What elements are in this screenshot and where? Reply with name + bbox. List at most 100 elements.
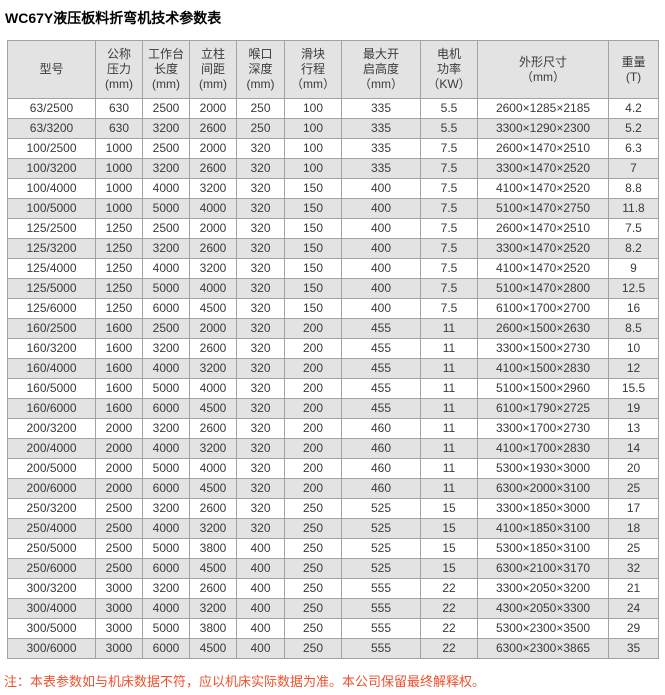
table-cell: 2500: [142, 98, 190, 119]
table-cell: 250: [284, 558, 342, 579]
table-row: 100/2500 1000 2500 2000 320 100 335 7.5 2600×147…: [7, 138, 659, 159]
table-cell: 2500: [142, 318, 190, 339]
table-cell: 630: [95, 98, 143, 119]
table-cell: 12: [608, 358, 659, 379]
table-cell: 100/4000: [7, 178, 96, 199]
table-cell: 2600: [189, 118, 237, 139]
table-cell: 320: [236, 278, 285, 299]
table-cell: 400: [236, 558, 285, 579]
table-cell: 555: [341, 578, 421, 599]
table-cell: 250: [236, 98, 285, 119]
table-cell: 150: [284, 258, 342, 279]
table-cell: 11: [420, 418, 478, 439]
table-cell: 15: [420, 498, 478, 519]
table-cell: 20: [608, 458, 659, 479]
table-cell: 100/2500: [7, 138, 96, 159]
table-cell: 525: [341, 498, 421, 519]
column-header: 滑块 行程 （mm）: [284, 40, 342, 99]
table-cell: 4000: [189, 458, 237, 479]
table-cell: 555: [341, 618, 421, 639]
table-cell: 250: [284, 518, 342, 539]
table-cell: 6100×1700×2700: [477, 298, 609, 319]
table-cell: 2000: [95, 458, 143, 479]
table-cell: 4500: [189, 638, 237, 659]
table-cell: 320: [236, 458, 285, 479]
table-cell: 125/6000: [7, 298, 96, 319]
table-cell: 125/2500: [7, 218, 96, 239]
table-cell: 6000: [142, 638, 190, 659]
table-cell: 4500: [189, 398, 237, 419]
table-cell: 7: [608, 158, 659, 179]
table-cell: 1250: [95, 278, 143, 299]
table-cell: 100: [284, 98, 342, 119]
table-cell: 1600: [95, 318, 143, 339]
table-cell: 4000: [189, 378, 237, 399]
table-cell: 5.5: [420, 118, 478, 139]
table-cell: 400: [341, 198, 421, 219]
table-cell: 16: [608, 298, 659, 319]
table-cell: 1000: [95, 158, 143, 179]
column-header: 公称 压力 (mm): [95, 40, 143, 99]
table-cell: 400: [236, 598, 285, 619]
table-cell: 35: [608, 638, 659, 659]
table-cell: 200: [284, 378, 342, 399]
table-row: 300/4000 3000 4000 3200 400 250 555 22 4300×2050…: [7, 598, 659, 619]
table-row: 125/2500 1250 2500 2000 320 150 400 7.5 2600×147…: [7, 218, 659, 239]
table-cell: 1250: [95, 218, 143, 239]
table-cell: 2500: [95, 558, 143, 579]
table-cell: 3200: [189, 518, 237, 539]
table-cell: 4000: [189, 198, 237, 219]
table-cell: 14: [608, 438, 659, 459]
table-cell: 5000: [142, 538, 190, 559]
table-cell: 1000: [95, 198, 143, 219]
table-cell: 1000: [95, 138, 143, 159]
table-cell: 1600: [95, 358, 143, 379]
table-cell: 320: [236, 138, 285, 159]
table-row: 250/3200 2500 3200 2600 320 250 525 15 3300×1850…: [7, 498, 659, 519]
table-cell: 8.8: [608, 178, 659, 199]
table-cell: 300/6000: [7, 638, 96, 659]
table-cell: 200: [284, 318, 342, 339]
table-row: 100/4000 1000 4000 3200 320 150 400 7.5 4100×147…: [7, 178, 659, 199]
table-cell: 13: [608, 418, 659, 439]
parameters-table: 型号 公称 压力 (mm) 工作台 长度 (mm) 立柱 间距 (mm) 喉口 深度 (mm) 滑块 行程（…: [7, 40, 659, 659]
table-cell: 4000: [142, 358, 190, 379]
table-cell: 6000: [142, 478, 190, 499]
table-cell: 2600: [189, 158, 237, 179]
table-cell: 150: [284, 198, 342, 219]
table-cell: 2600×1285×2185: [477, 98, 609, 119]
table-cell: 5300×1930×3000: [477, 458, 609, 479]
table-cell: 400: [341, 238, 421, 259]
table-cell: 160/2500: [7, 318, 96, 339]
table-cell: 200/3200: [7, 418, 96, 439]
table-cell: 7.5: [420, 298, 478, 319]
table-cell: 320: [236, 438, 285, 459]
table-cell: 7.5: [420, 278, 478, 299]
table-cell: 3300×1470×2520: [477, 238, 609, 259]
table-cell: 2000: [95, 478, 143, 499]
table-cell: 22: [420, 598, 478, 619]
table-cell: 200/4000: [7, 438, 96, 459]
table-cell: 555: [341, 638, 421, 659]
table-cell: 3000: [95, 638, 143, 659]
table-cell: 11: [420, 318, 478, 339]
table-cell: 250: [284, 638, 342, 659]
table-cell: 160/5000: [7, 378, 96, 399]
table-cell: 2000: [189, 98, 237, 119]
table-row: 300/5000 3000 5000 3800 400 250 555 22 5300×2300…: [7, 618, 659, 639]
table-cell: 3200: [189, 178, 237, 199]
table-cell: 250/6000: [7, 558, 96, 579]
table-row: 160/3200 1600 3200 2600 320 200 455 11 3300×1500…: [7, 338, 659, 359]
table-cell: 9: [608, 258, 659, 279]
table-cell: 7.5: [420, 238, 478, 259]
table-row: 300/3200 3000 3200 2600 400 250 555 22 3300×2050…: [7, 578, 659, 599]
table-cell: 8.2: [608, 238, 659, 259]
table-cell: 630: [95, 118, 143, 139]
table-cell: 4100×1850×3100: [477, 518, 609, 539]
table-cell: 4.2: [608, 98, 659, 119]
table-cell: 320: [236, 218, 285, 239]
table-cell: 5300×1850×3100: [477, 538, 609, 559]
table-cell: 1600: [95, 378, 143, 399]
table-cell: 2000: [189, 218, 237, 239]
table-cell: 5000: [142, 378, 190, 399]
